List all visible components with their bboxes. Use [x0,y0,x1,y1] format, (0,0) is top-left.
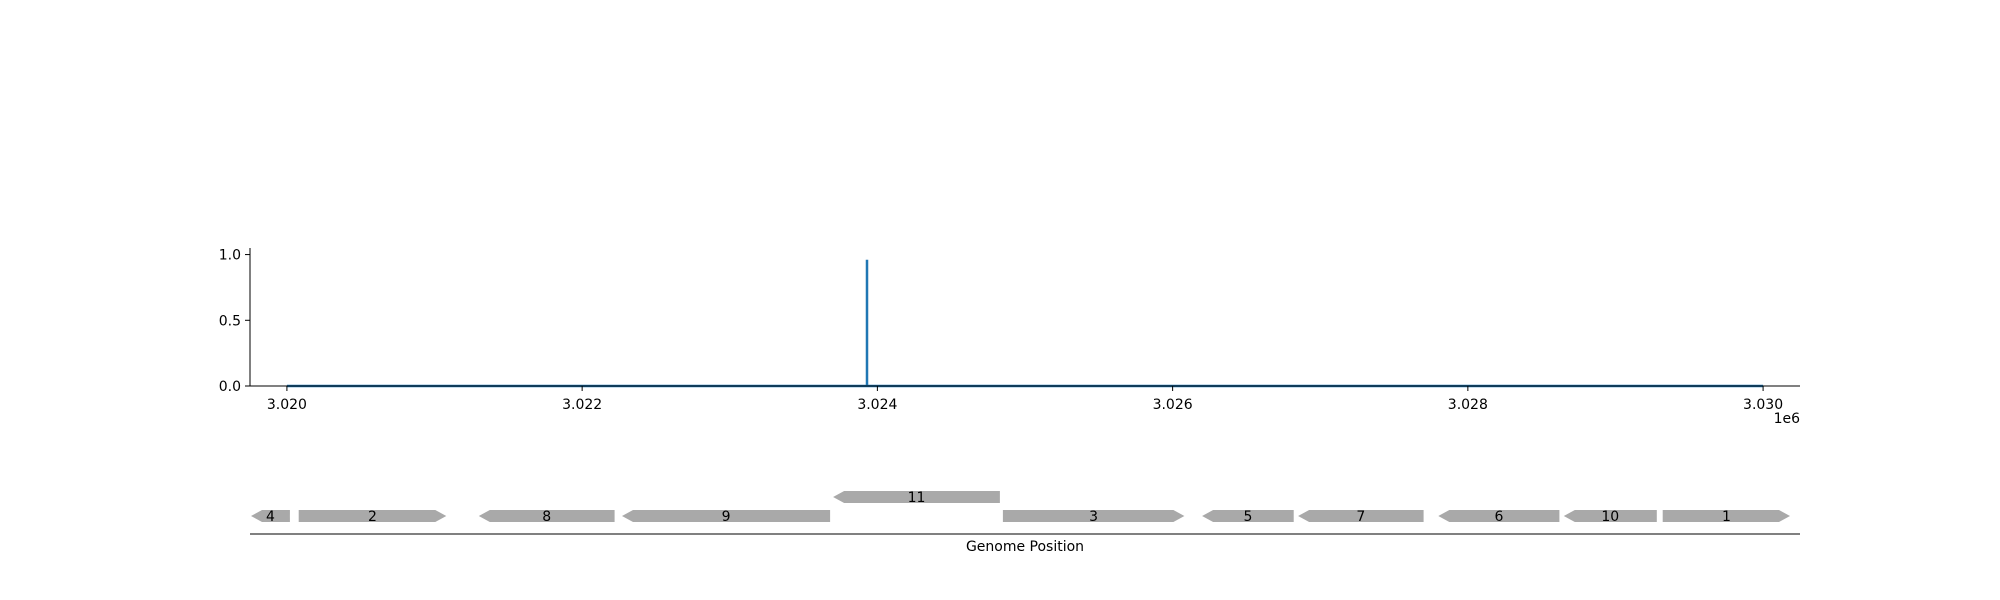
gene-label-7: 7 [1356,509,1365,525]
gene-label-6: 6 [1494,509,1503,525]
gene-label-3: 3 [1089,509,1098,525]
gene-arrow-4 [251,510,290,522]
y-ticks: 0.0 0.5 1.0 [219,248,250,395]
gene-layer: 4 2 8 9 11 3 5 7 6 10 1 [251,490,1790,525]
gene-label-8: 8 [542,509,551,525]
series-line-0 [286,259,1764,388]
y-tick-label: 1.0 [219,248,241,264]
gene-label-1: 1 [1722,509,1731,525]
x-tick-label: 3.024 [857,397,897,413]
series-layer [286,259,1764,388]
gene-arrow-10 [1563,510,1657,522]
coverage-plot: 3.020 3.022 3.024 3.026 3.028 3.030 0.0 0.5 1.0… [219,248,1800,427]
gene-arrow-1 [1662,510,1790,522]
gene-arrow-2 [298,510,447,522]
gene-track-xlabel: Genome Position [966,539,1084,555]
y-tick-label: 0.0 [219,379,241,395]
gene-label-2: 2 [368,509,377,525]
x-tick-label: 3.030 [1743,397,1783,413]
gene-arrow-6 [1438,510,1560,522]
x-tick-label: 3.028 [1448,397,1488,413]
gene-track: 4 2 8 9 11 3 5 7 6 10 1 Genome Position [250,490,1800,555]
x-tick-label: 3.026 [1153,397,1193,413]
gene-arrow-3 [1002,510,1185,522]
x-ticks: 3.020 3.022 3.024 3.026 3.028 3.030 [267,386,1783,413]
gene-arrow-8 [478,510,615,522]
y-tick-label: 0.5 [219,313,241,329]
x-tick-label: 3.020 [267,397,307,413]
gene-label-10: 10 [1601,509,1619,525]
gene-label-9: 9 [722,509,731,525]
x-offset-label: 1e6 [1774,411,1801,427]
gene-arrow-5 [1202,510,1294,522]
gene-arrow-11 [833,491,1000,503]
gene-arrow-9 [622,510,831,522]
gene-label-5: 5 [1243,509,1252,525]
x-tick-label: 3.022 [562,397,602,413]
gene-label-4: 4 [266,509,275,525]
gene-label-11: 11 [908,490,926,506]
gene-arrow-7 [1298,510,1424,522]
